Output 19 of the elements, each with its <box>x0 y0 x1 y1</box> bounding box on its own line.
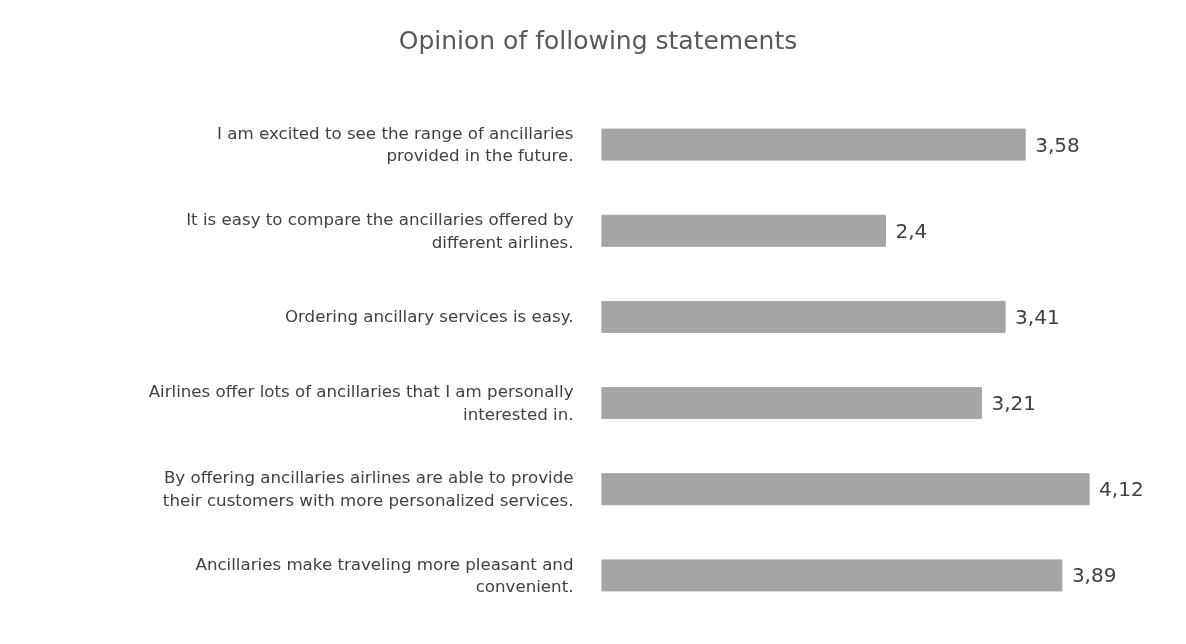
y-tick-label: It is easy to compare the ancillaries offered by different airlines. <box>186 209 574 252</box>
y-tick-label: By offering ancillaries airlines are able to provide their customers with more personalized services. <box>162 468 574 511</box>
bar <box>601 473 1090 506</box>
data-label: 3,21 <box>991 391 1036 416</box>
y-tick-label: Ordering ancillary services is easy. <box>284 307 574 327</box>
bar <box>601 214 887 247</box>
y-tick-label: Ancillaries make traveling more pleasant and convenient. <box>195 554 574 597</box>
chart-title: Opinion of following statements <box>398 25 798 57</box>
data-label: 3,41 <box>1015 304 1060 329</box>
bar <box>601 559 1063 592</box>
y-tick-label: Airlines offer lots of ancillaries that I am personally interested in. <box>148 382 574 424</box>
data-label: 4,12 <box>1099 477 1144 502</box>
y-tick-label: I am excited to see the range of ancillaries provided in the future. <box>217 123 574 166</box>
bar <box>601 300 1006 333</box>
bar <box>601 387 982 420</box>
data-label: 3,58 <box>1035 132 1080 157</box>
data-label: 3,89 <box>1071 563 1117 588</box>
data-label: 2,4 <box>895 218 928 243</box>
bar <box>601 128 1026 161</box>
